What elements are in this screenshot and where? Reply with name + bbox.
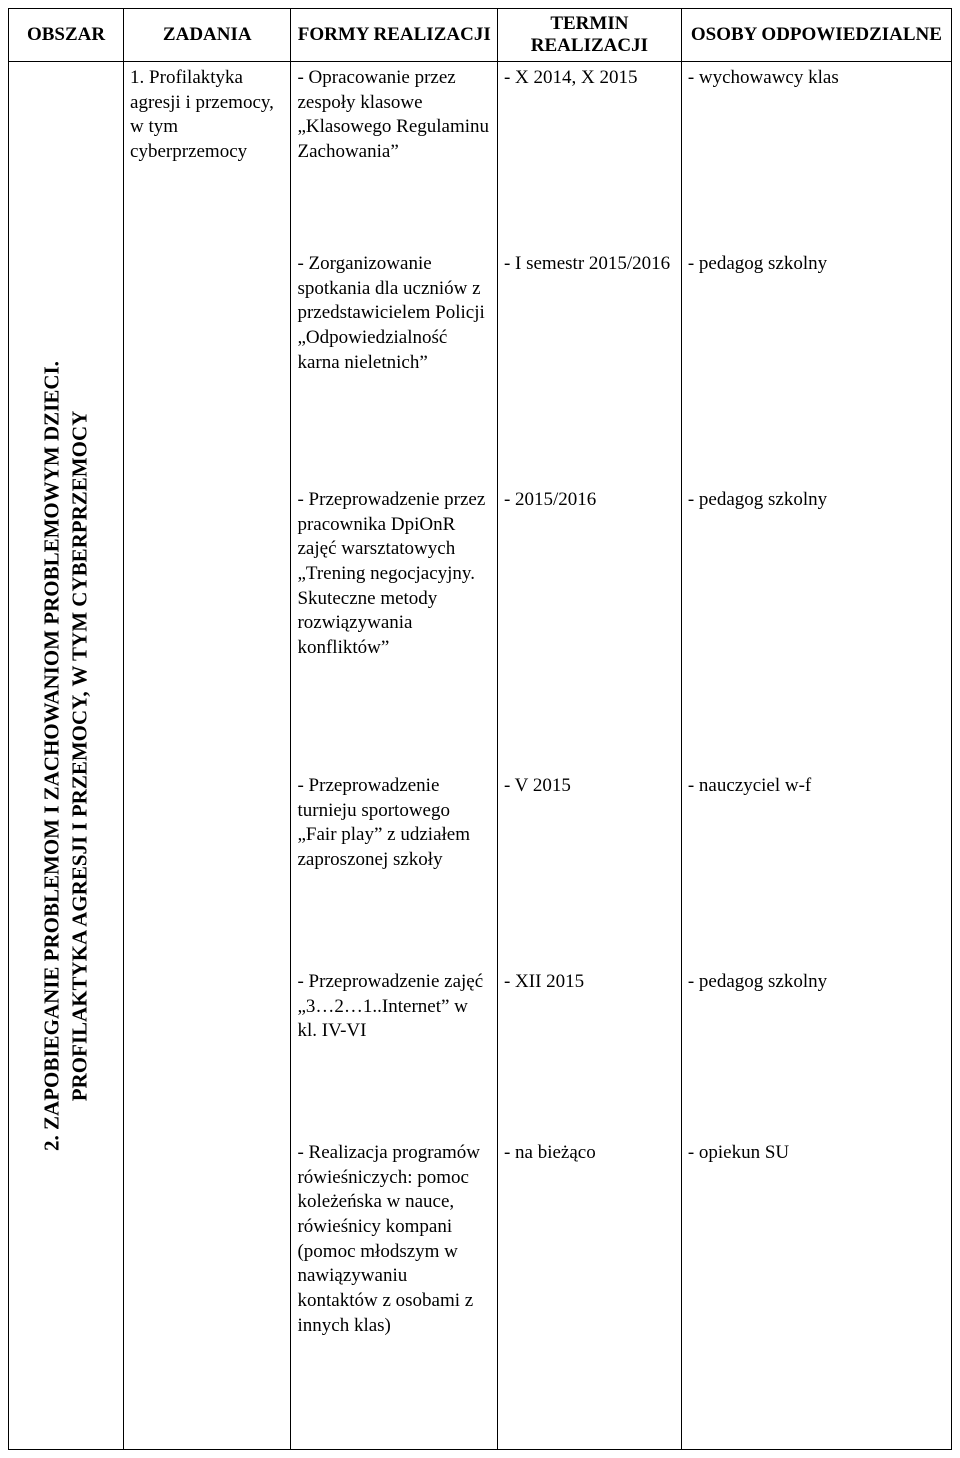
termin-item: - 2015/2016 <box>504 488 675 748</box>
formy-item: - Zorganizowanie spotkania dla uczniów z… <box>297 252 490 462</box>
osoby-item: - nauczyciel w-f <box>688 774 945 944</box>
formy-item: - Opracowanie przez zespoły klasowe „Kla… <box>297 66 490 226</box>
header-termin: TERMIN REALIZACJI <box>497 9 681 62</box>
termin-item: - na bieżąco <box>504 1141 675 1441</box>
zadania-cell: 1. Profilaktyka agresji i przemocy, w ty… <box>124 62 291 1450</box>
obszar-title: 2. ZAPOBIEGANIE PROBLEMOM I ZACHOWANIOM … <box>38 126 95 1386</box>
termin-item: - XII 2015 <box>504 970 675 1115</box>
termin-item: - V 2015 <box>504 774 675 944</box>
document-table: OBSZAR ZADANIA FORMY REALIZACJI TERMIN R… <box>8 8 952 1450</box>
obszar-cell: 2. ZAPOBIEGANIE PROBLEMOM I ZACHOWANIOM … <box>9 62 124 1450</box>
termin-item: - X 2014, X 2015 <box>504 66 675 226</box>
zadanie-text: 1. Profilaktyka agresji i przemocy, w ty… <box>130 66 284 165</box>
osoby-item: - pedagog szkolny <box>688 252 945 462</box>
osoby-item: - wychowawcy klas <box>688 66 945 226</box>
termin-item: - I semestr 2015/2016 <box>504 252 675 462</box>
header-formy: FORMY REALIZACJI <box>291 9 497 62</box>
obszar-line2: PROFILAKTYKA AGRESJI I PRZEMOCY, W TYM C… <box>68 410 92 1101</box>
header-osoby: OSOBY ODPOWIEDZIALNE <box>681 9 951 62</box>
table-header-row: OBSZAR ZADANIA FORMY REALIZACJI TERMIN R… <box>9 9 952 62</box>
formy-item: - Realizacja programów rówieśniczych: po… <box>297 1141 490 1441</box>
table-body-row: 2. ZAPOBIEGANIE PROBLEMOM I ZACHOWANIOM … <box>9 62 952 1450</box>
osoby-item: - opiekun SU <box>688 1141 945 1441</box>
header-obszar: OBSZAR <box>9 9 124 62</box>
header-zadania: ZADANIA <box>124 9 291 62</box>
formy-item: - Przeprowadzenie przez pracownika DpiOn… <box>297 488 490 748</box>
termin-cell: - X 2014, X 2015 - I semestr 2015/2016 - 2… <box>497 62 681 1450</box>
formy-item: - Przeprowadzenie zajęć „3…2…1..Internet… <box>297 970 490 1115</box>
osoby-cell: - wychowawcy klas - pedagog szkolny - peda… <box>681 62 951 1450</box>
osoby-item: - pedagog szkolny <box>688 488 945 748</box>
obszar-line1: 2. ZAPOBIEGANIE PROBLEMOM I ZACHOWANIOM … <box>40 361 64 1151</box>
osoby-item: - pedagog szkolny <box>688 970 945 1115</box>
formy-item: - Przeprowadzenie turnieju sportowego „F… <box>297 774 490 944</box>
formy-cell: - Opracowanie przez zespoły klasowe „Kla… <box>291 62 497 1450</box>
